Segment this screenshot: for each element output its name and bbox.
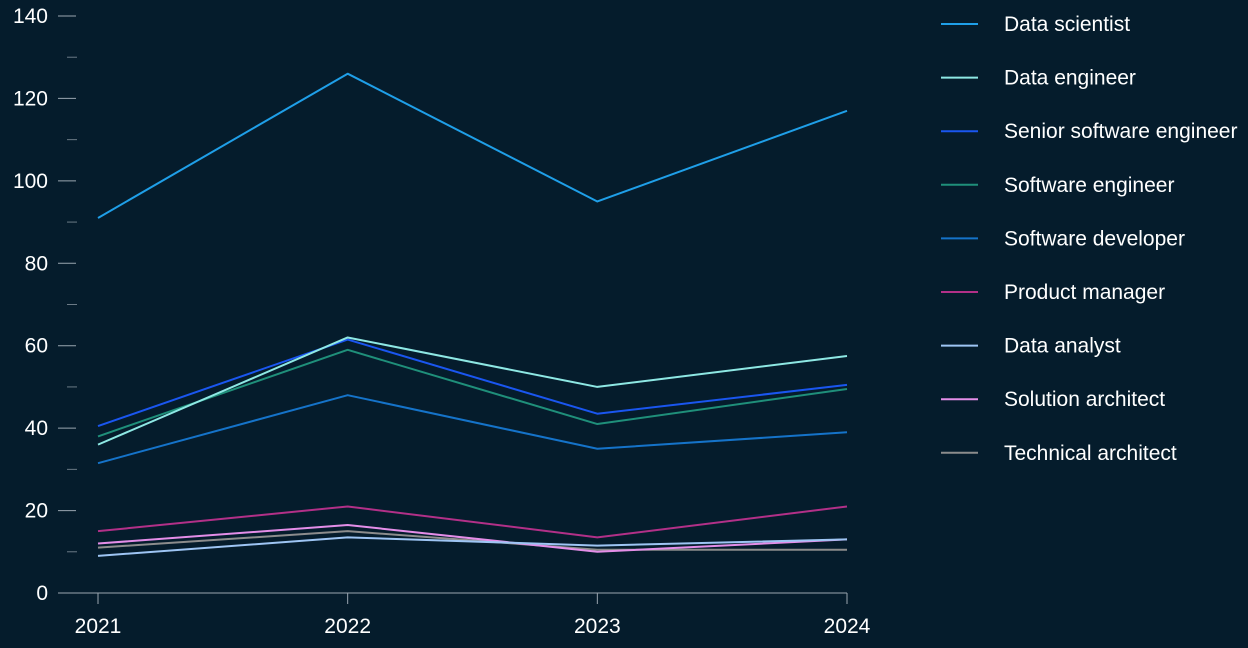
legend-label: Solution architect <box>1004 388 1165 411</box>
chart-axes: 0 20 40 60 80 100 120 140 2021 2022 2023 2024 <box>13 5 871 638</box>
y-tick-label: 100 <box>13 170 48 193</box>
y-tick-label: 60 <box>25 335 48 358</box>
series-line <box>97 394 848 465</box>
series-lines <box>97 72 848 557</box>
x-tick-label: 2022 <box>324 615 371 638</box>
y-tick-label: 40 <box>25 417 48 440</box>
legend: Data scientist Data engineer Senior softwa… <box>941 13 1237 465</box>
series-line <box>97 72 848 219</box>
series-line <box>97 348 848 438</box>
legend-label: Data scientist <box>1004 13 1130 36</box>
legend-label: Technical architect <box>1004 442 1177 465</box>
y-tick-label: 20 <box>25 500 48 523</box>
legend-label: Software developer <box>1004 227 1185 250</box>
series-line <box>97 530 847 551</box>
x-tick-label: 2023 <box>574 615 621 638</box>
series-line <box>97 536 848 557</box>
y-tick-label: 120 <box>13 87 48 110</box>
series-line <box>97 505 848 539</box>
series-line <box>97 523 848 553</box>
x-tick-label: 2024 <box>824 615 871 638</box>
series-line <box>97 338 848 428</box>
y-tick-label: 140 <box>13 5 48 28</box>
series-line <box>97 336 848 446</box>
legend-label: Data analyst <box>1004 335 1121 358</box>
x-tick-label: 2021 <box>75 615 122 638</box>
legend-label: Software engineer <box>1004 174 1174 197</box>
legend-label: Data engineer <box>1004 67 1136 90</box>
y-tick-label: 0 <box>36 582 48 605</box>
legend-label: Senior software engineer <box>1004 120 1237 143</box>
legend-label: Product manager <box>1004 281 1165 304</box>
y-tick-label: 80 <box>25 252 48 275</box>
